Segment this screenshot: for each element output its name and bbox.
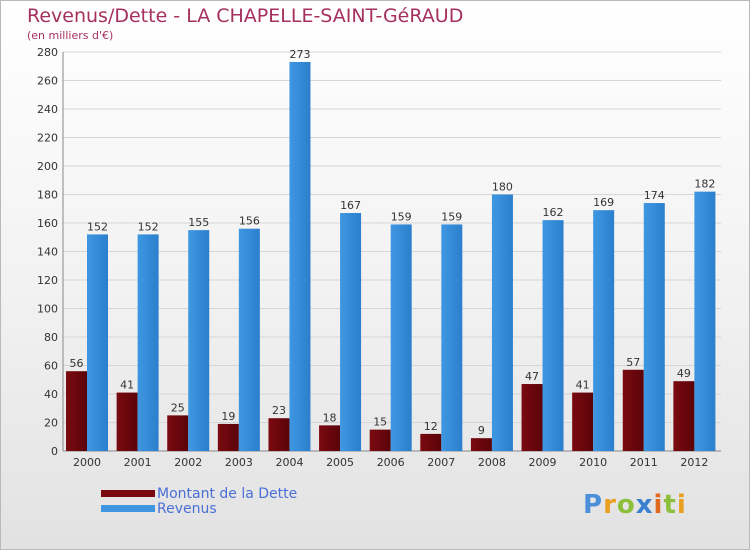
- bar-dette: [470, 438, 492, 451]
- logo-letter: o: [616, 490, 636, 520]
- data-label-revenus: 159: [391, 210, 412, 223]
- y-tick-label: 180: [37, 189, 58, 202]
- y-tick-label: 200: [37, 160, 58, 173]
- y-tick-label: 260: [37, 75, 58, 88]
- legend-label-revenus: Revenus: [157, 501, 217, 517]
- bar-dette: [268, 418, 290, 451]
- legend-swatch-revenus: [101, 505, 155, 512]
- bar-dette: [673, 381, 695, 451]
- data-label-revenus: 152: [87, 220, 108, 233]
- bar-revenus: [390, 224, 412, 451]
- data-label-dette: 57: [626, 356, 640, 369]
- bar-revenus: [694, 191, 716, 451]
- y-tick-label: 160: [37, 217, 58, 230]
- data-label-revenus: 182: [694, 178, 715, 191]
- data-label-dette: 47: [525, 370, 539, 383]
- data-label-dette: 12: [424, 420, 438, 433]
- data-label-dette: 23: [272, 404, 286, 417]
- logo-letter: i: [653, 490, 664, 520]
- bar-revenus: [188, 230, 210, 451]
- x-tick-label: 2012: [680, 456, 708, 469]
- data-label-dette: 18: [323, 411, 337, 424]
- y-tick-label: 140: [37, 246, 58, 259]
- x-tick-label: 2008: [478, 456, 506, 469]
- y-tick-label: 280: [37, 46, 58, 59]
- bar-dette: [420, 433, 442, 451]
- data-label-revenus: 162: [543, 206, 564, 219]
- bar-revenus: [137, 234, 159, 451]
- y-tick-label: 240: [37, 103, 58, 116]
- bar-revenus: [441, 224, 463, 451]
- x-tick-label: 2011: [630, 456, 658, 469]
- proxiti-logo: Proxiti: [583, 490, 687, 520]
- bar-dette: [66, 371, 87, 451]
- legend-swatch-dette: [101, 490, 155, 497]
- x-tick-label: 2004: [275, 456, 303, 469]
- data-label-revenus: 273: [289, 48, 310, 61]
- chart-title: Revenus/Dette - LA CHAPELLE-SAINT-GéRAUD: [27, 5, 464, 27]
- y-tick-label: 40: [44, 388, 58, 401]
- bar-chart: 0 20 40 60 80 100 120 140 160 180 200 220 240 260 280 5…: [37, 46, 721, 469]
- bar-revenus: [238, 228, 260, 451]
- x-tick-label: 2009: [529, 456, 557, 469]
- data-label-dette: 49: [677, 367, 691, 380]
- y-tick-label: 60: [44, 360, 58, 373]
- y-tick-label: 120: [37, 274, 58, 287]
- data-label-revenus: 167: [340, 199, 361, 212]
- bar-revenus: [643, 203, 665, 451]
- data-label-dette: 56: [70, 357, 84, 370]
- x-tick-label: 2007: [427, 456, 455, 469]
- data-label-dette: 41: [120, 379, 134, 392]
- x-tick-label: 2010: [579, 456, 607, 469]
- data-label-dette: 19: [221, 410, 235, 423]
- bar-revenus: [593, 210, 615, 451]
- bar-dette: [369, 429, 391, 451]
- bar-dette: [217, 423, 239, 451]
- legend-label-dette: Montant de la Dette: [157, 486, 298, 502]
- bar-revenus: [491, 194, 513, 451]
- y-tick-label: 80: [44, 331, 58, 344]
- data-label-dette: 41: [576, 379, 590, 392]
- y-tick-label: 0: [51, 445, 58, 458]
- data-label-dette: 15: [373, 416, 387, 429]
- data-label-revenus: 156: [239, 215, 260, 228]
- logo-letter: P: [583, 490, 604, 520]
- x-tick-label: 2006: [377, 456, 405, 469]
- y-tick-label: 20: [44, 417, 58, 430]
- data-label-revenus: 169: [593, 196, 614, 209]
- x-tick-label: 2001: [124, 456, 152, 469]
- logo-letter: x: [635, 490, 654, 520]
- logo-letter: t: [663, 490, 677, 520]
- data-label-revenus: 152: [138, 220, 159, 233]
- data-label-revenus: 174: [644, 189, 665, 202]
- bar-revenus: [340, 213, 362, 451]
- bar-dette: [319, 425, 341, 451]
- bar-revenus: [542, 220, 564, 451]
- data-label-revenus: 159: [441, 210, 462, 223]
- chart-subtitle: (en milliers d'€): [27, 29, 114, 42]
- data-label-revenus: 155: [188, 216, 209, 229]
- bar-dette: [521, 384, 543, 451]
- bar-revenus: [87, 234, 108, 451]
- logo-letter: i: [676, 490, 687, 520]
- x-tick-label: 2005: [326, 456, 354, 469]
- bar-revenus: [289, 61, 311, 451]
- bar-dette: [572, 392, 594, 451]
- y-tick-label: 220: [37, 132, 58, 145]
- x-tick-label: 2000: [73, 456, 101, 469]
- data-label-dette: 25: [171, 401, 185, 414]
- bar-dette: [167, 415, 189, 451]
- x-tick-label: 2002: [174, 456, 202, 469]
- data-label-revenus: 180: [492, 181, 513, 194]
- bar-dette: [622, 369, 644, 451]
- x-tick-label: 2003: [225, 456, 253, 469]
- y-tick-label: 100: [37, 303, 58, 316]
- logo-letter: r: [603, 490, 617, 520]
- bar-dette: [116, 392, 138, 451]
- data-label-dette: 9: [478, 424, 485, 437]
